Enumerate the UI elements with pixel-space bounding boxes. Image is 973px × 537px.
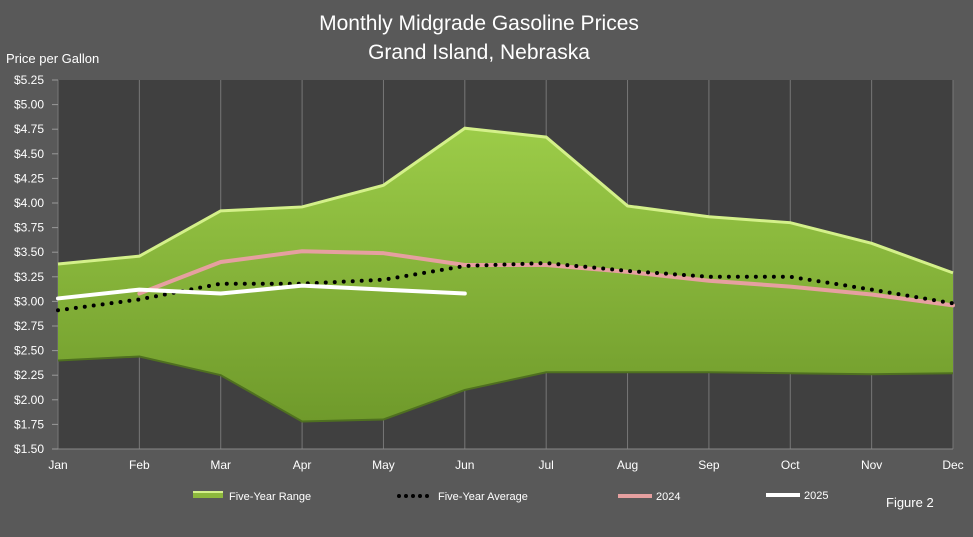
y-tick-label: $3.25 [14,270,44,284]
x-tick-label-dec: Dec [942,458,963,472]
y-axis-label: Price per Gallon [6,51,99,66]
legend-label-five-year-average: Five-Year Average [438,491,528,503]
y-tick-label: $4.25 [14,171,44,185]
five-year-range-layer [57,126,954,423]
x-tick-label-jul: Jul [539,458,554,472]
y-tick-label: $5.25 [14,73,44,87]
x-tick-label-oct: Oct [781,458,800,472]
y-tick-label: $2.75 [14,319,44,333]
y-tick-label: $4.50 [14,147,44,161]
legend-label-2024: 2024 [656,491,680,503]
legend-label-five-year-range: Five-Year Range [229,491,311,503]
figure-label: Figure 2 [886,495,934,510]
y-tick-label: $5.00 [14,98,44,112]
x-tick-label-aug: Aug [617,458,638,472]
y-tick-label: $1.50 [14,442,44,456]
x-tick-label-jan: Jan [48,458,67,472]
five-year-range-area [58,128,953,422]
y-tick-label: $4.00 [14,196,44,210]
y-tick-label: $3.75 [14,221,44,235]
x-tick-label-mar: Mar [210,458,231,472]
x-tick-label-sep: Sep [698,458,720,472]
y-axis-ticks: $1.50 $1.75 $2.00 $2.25 $2.50 $2.75 $3.00 $3.25… [14,73,58,456]
y-tick-label: $2.00 [14,393,44,407]
y-tick-label: $2.50 [14,344,44,358]
y-tick-label: $3.00 [14,294,44,308]
x-axis-ticks: Jan Feb Mar Apr May Jun Jul Aug Sep Oct Nov Dec [48,458,963,472]
series-line-2025 [56,283,467,301]
x-tick-label-apr: Apr [293,458,312,472]
five-year-range-high-edge [57,126,954,275]
five-year-range-low-edge [57,355,954,423]
x-tick-label-nov: Nov [861,458,882,472]
series-line-five-year-average [56,261,955,313]
series-lines-layer [56,249,955,313]
series-line-2024 [137,249,955,308]
y-tick-label: $3.50 [14,245,44,259]
legend-label-2025: 2025 [804,490,828,502]
chart-title-line-1: Monthly Midgrade Gasoline Prices [319,12,639,35]
chart-title-line-2: Grand Island, Nebraska [368,41,590,64]
y-tick-label: $2.25 [14,368,44,382]
legend: Five-Year Range Five-Year Average 2024 2025 [193,490,828,503]
x-tick-label-jun: Jun [455,458,474,472]
y-tick-label: $1.75 [14,417,44,431]
x-tick-label-may: May [372,458,395,472]
x-tick-label-feb: Feb [129,458,150,472]
y-tick-label: $4.75 [14,122,44,136]
legend-swatch-five-year-range [193,491,223,498]
